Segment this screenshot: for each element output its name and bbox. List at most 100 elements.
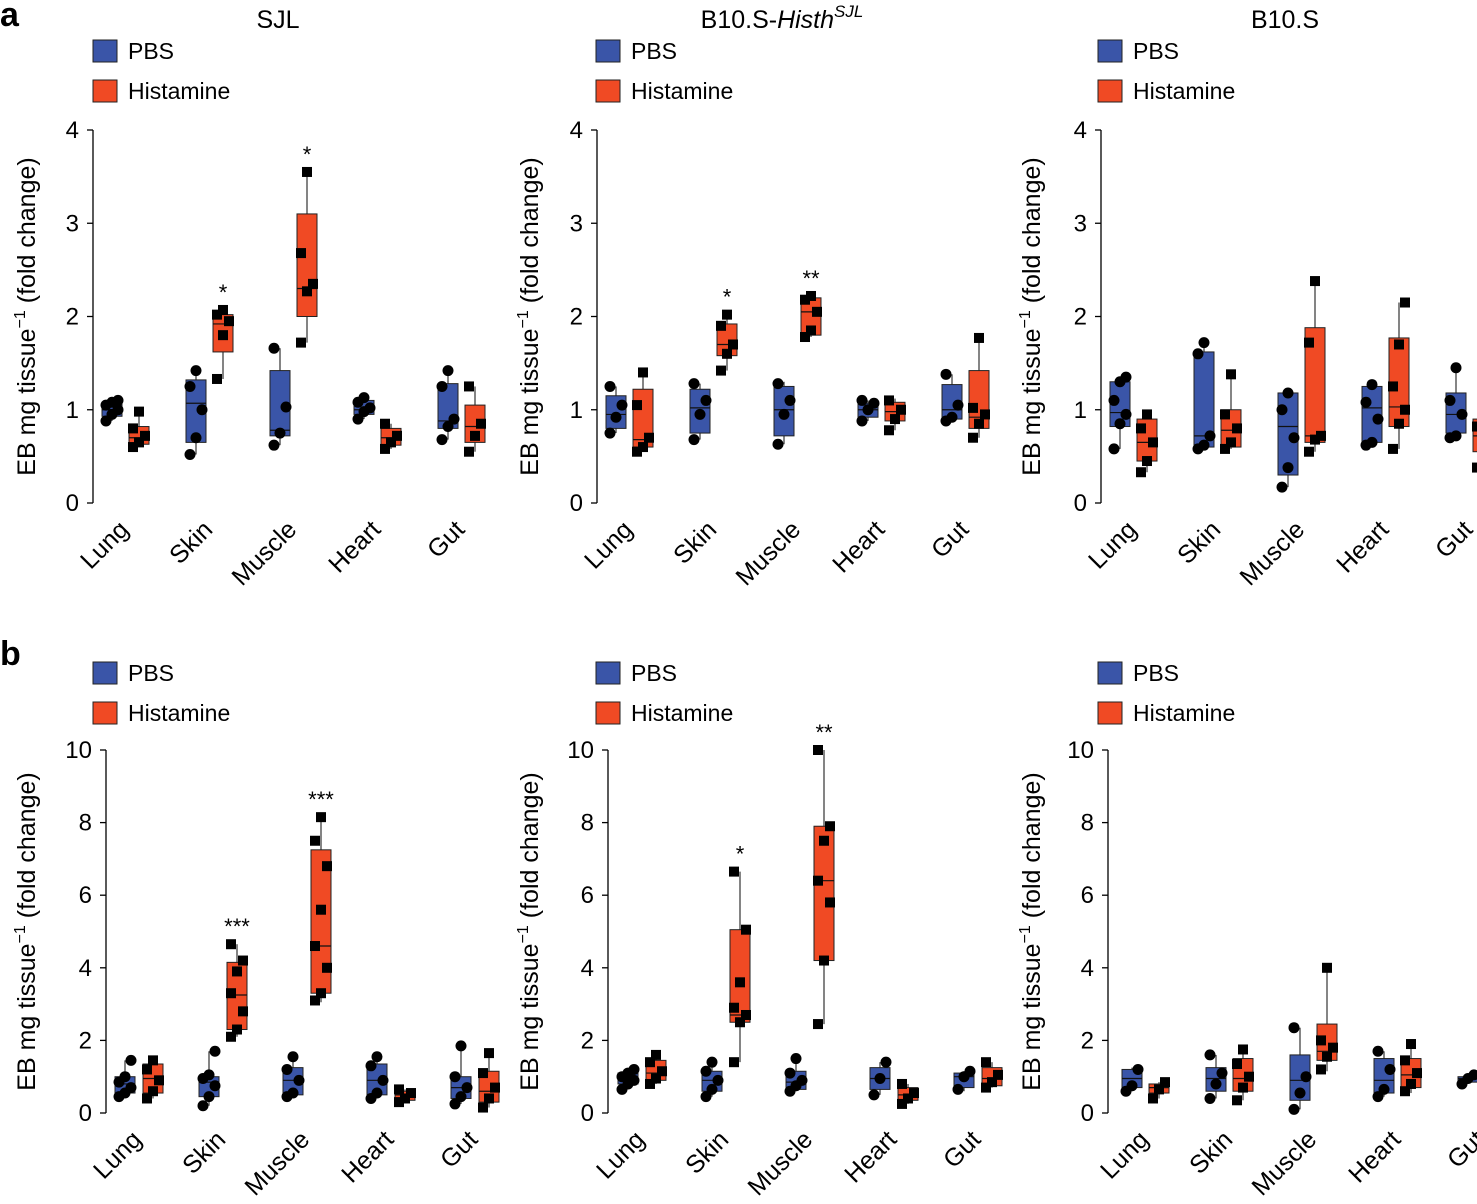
point-muscle-pbs: [1300, 1071, 1312, 1083]
point-lung-histamine: [148, 1086, 158, 1097]
chart-panel-3: B10.S PBS Histamine 0 1 2 3 4 EB mg tissue−1 (fo…: [1017, 6, 1477, 591]
point-muscle-histamine: [296, 248, 306, 259]
point-skin-histamine: [741, 1009, 751, 1020]
point-heart-histamine: [380, 443, 390, 454]
significance-muscle: **: [815, 720, 833, 745]
point-heart-pbs: [1360, 396, 1372, 408]
point-heart-histamine: [1406, 1039, 1416, 1050]
point-muscle-histamine: [806, 325, 816, 336]
x-tick-label-skin: Skin: [164, 515, 218, 569]
point-muscle-histamine: [812, 306, 822, 317]
point-gut-histamine: [980, 409, 990, 420]
point-gut-pbs: [442, 421, 454, 433]
point-heart-pbs: [352, 413, 364, 425]
x-tick-label-muscle: Muscle: [1246, 1125, 1322, 1201]
chart-panel-2: B10.S-HisthSJL PBS Histamine 0 1 2 3 4 EB mg tis…: [515, 2, 990, 591]
y-tick-label: 1: [66, 397, 79, 424]
legend-swatch-histamine: [1097, 701, 1123, 725]
point-gut-pbs: [461, 1082, 473, 1094]
point-skin-pbs: [196, 404, 208, 416]
legend-label-histamine: Histamine: [1133, 78, 1235, 104]
point-skin-histamine: [728, 339, 738, 350]
point-muscle-histamine: [316, 812, 326, 823]
point-heart-histamine: [386, 437, 396, 448]
point-muscle-pbs: [281, 1063, 293, 1075]
point-muscle-histamine: [1328, 1042, 1338, 1053]
y-tick-label: 8: [581, 810, 594, 837]
point-skin-histamine: [741, 924, 751, 935]
legend-label-pbs: PBS: [128, 660, 174, 686]
legend-label-pbs: PBS: [128, 38, 174, 64]
y-tick-label: 1: [570, 397, 583, 424]
point-skin-histamine: [735, 977, 745, 988]
point-muscle-pbs: [1288, 432, 1300, 444]
point-skin-pbs: [190, 432, 202, 444]
point-heart-pbs: [856, 394, 868, 406]
point-muscle-histamine: [310, 835, 320, 846]
point-heart-histamine: [903, 1093, 913, 1104]
significance-muscle: *: [303, 142, 312, 167]
point-heart-pbs: [1366, 379, 1378, 391]
x-tick-label-muscle: Muscle: [226, 515, 302, 591]
point-lung-pbs: [1114, 418, 1126, 430]
y-tick-label: 3: [66, 210, 79, 237]
chart-title: SJL: [256, 6, 299, 34]
point-heart-pbs: [358, 392, 370, 404]
point-muscle-histamine: [800, 332, 810, 343]
significance-skin: *: [736, 842, 745, 867]
point-skin-histamine: [1226, 437, 1236, 448]
y-axis-label: EB mg tissue−1 (fold change): [12, 772, 41, 1090]
point-gut-histamine: [478, 1068, 488, 1079]
x-tick-label-skin: Skin: [177, 1125, 231, 1179]
y-tick-label: 2: [1074, 304, 1087, 331]
point-skin-histamine: [212, 309, 222, 320]
point-muscle-pbs: [287, 1051, 299, 1063]
y-tick-label: 10: [65, 737, 92, 764]
point-skin-histamine: [729, 866, 739, 877]
point-gut-histamine: [464, 446, 474, 457]
point-gut-pbs: [436, 380, 448, 392]
point-gut-histamine: [484, 1093, 494, 1104]
point-lung-pbs: [628, 1074, 640, 1086]
y-tick-label: 6: [1081, 882, 1094, 909]
point-skin-histamine: [238, 955, 248, 966]
point-skin-histamine: [212, 373, 222, 384]
point-heart-histamine: [400, 1093, 410, 1104]
point-heart-pbs: [371, 1051, 383, 1063]
point-lung-histamine: [1136, 467, 1146, 478]
point-heart-histamine: [1400, 1086, 1410, 1097]
x-tick-label-gut: Gut: [1442, 1125, 1477, 1173]
point-muscle-pbs: [1282, 462, 1294, 474]
point-skin-pbs: [209, 1080, 221, 1092]
point-lung-histamine: [638, 367, 648, 378]
y-tick-label: 10: [1067, 737, 1094, 764]
point-lung-pbs: [1132, 1063, 1144, 1075]
point-muscle-pbs: [287, 1087, 299, 1099]
x-tick-label-lung: Lung: [1083, 515, 1142, 574]
x-tick-label-gut: Gut: [435, 1125, 483, 1173]
point-muscle-pbs: [1276, 481, 1288, 493]
y-tick-label: 0: [570, 490, 583, 517]
y-tick-label: 8: [79, 810, 92, 837]
point-skin-pbs: [700, 1091, 712, 1103]
x-tick-label-lung: Lung: [88, 1125, 147, 1184]
chart-panel-5: PBS Histamine 0 2 4 6 8 10 EB mg tissue−1 (fold …: [515, 660, 1003, 1201]
point-muscle-histamine: [296, 337, 306, 348]
point-lung-pbs: [1126, 1080, 1138, 1092]
point-skin-histamine: [729, 1057, 739, 1068]
point-gut-histamine: [478, 1102, 488, 1113]
y-tick-label: 6: [79, 882, 92, 909]
point-lung-histamine: [142, 1064, 152, 1075]
point-skin-histamine: [1226, 369, 1236, 380]
point-heart-histamine: [1412, 1068, 1422, 1079]
point-heart-histamine: [380, 418, 390, 429]
point-muscle-histamine: [310, 941, 320, 952]
point-gut-pbs: [449, 1098, 461, 1110]
point-muscle-histamine: [1316, 430, 1326, 441]
point-skin-histamine: [722, 309, 732, 320]
point-muscle-pbs: [1276, 404, 1288, 416]
point-lung-pbs: [1108, 443, 1120, 455]
legend-label-pbs: PBS: [631, 38, 677, 64]
point-skin-histamine: [1232, 1058, 1242, 1069]
point-skin-histamine: [224, 316, 234, 327]
